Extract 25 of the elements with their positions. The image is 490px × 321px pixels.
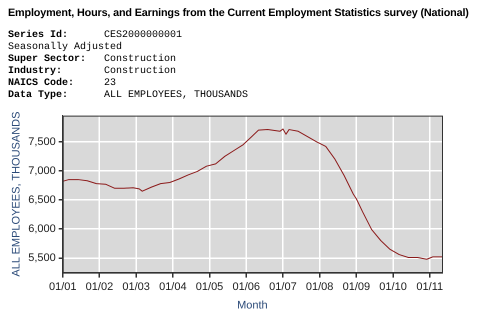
y-tick-label: 7,500 (28, 136, 56, 148)
text: Data Type: ALL EMPLOYEES, THOUSANDS (8, 90, 248, 101)
y-tick-label: 5,500 (28, 252, 56, 264)
x-tick-label: 01/01 (48, 281, 76, 294)
text: Series Id: CES2000000001 (8, 30, 182, 41)
y-tick-label: 6,500 (28, 194, 56, 206)
x-tick-label: 01/09 (342, 281, 370, 294)
x-tick-label: 01/10 (379, 281, 407, 294)
x-tick-label: 01/04 (159, 281, 187, 294)
x-tick-label: 01/06 (232, 281, 260, 294)
x-tick-label: 01/07 (269, 281, 297, 294)
x-tick-label: 01/03 (122, 281, 150, 294)
text: Industry: Construction (8, 66, 176, 77)
x-tick-label: 01/11 (416, 281, 444, 294)
x-tick-label: 01/05 (196, 281, 224, 294)
y-tick-label: 6,000 (28, 223, 56, 236)
y-axis-title: ALL EMPLOYEES, THOUSANDS (10, 112, 23, 277)
text: NAICS Code: 23 (8, 78, 116, 89)
text: Super Sector: Construction (8, 54, 176, 65)
x-tick-label: 01/08 (306, 281, 334, 294)
y-tick-label: 7,000 (28, 164, 56, 177)
chart-title: Employment, Hours, and Earnings from the Current Employment Statistics survey (National) (8, 6, 470, 20)
x-axis-title: Month (237, 299, 268, 312)
x-tick-label: 01/02 (86, 281, 114, 294)
text: Seasonally Adjusted (8, 42, 122, 54)
